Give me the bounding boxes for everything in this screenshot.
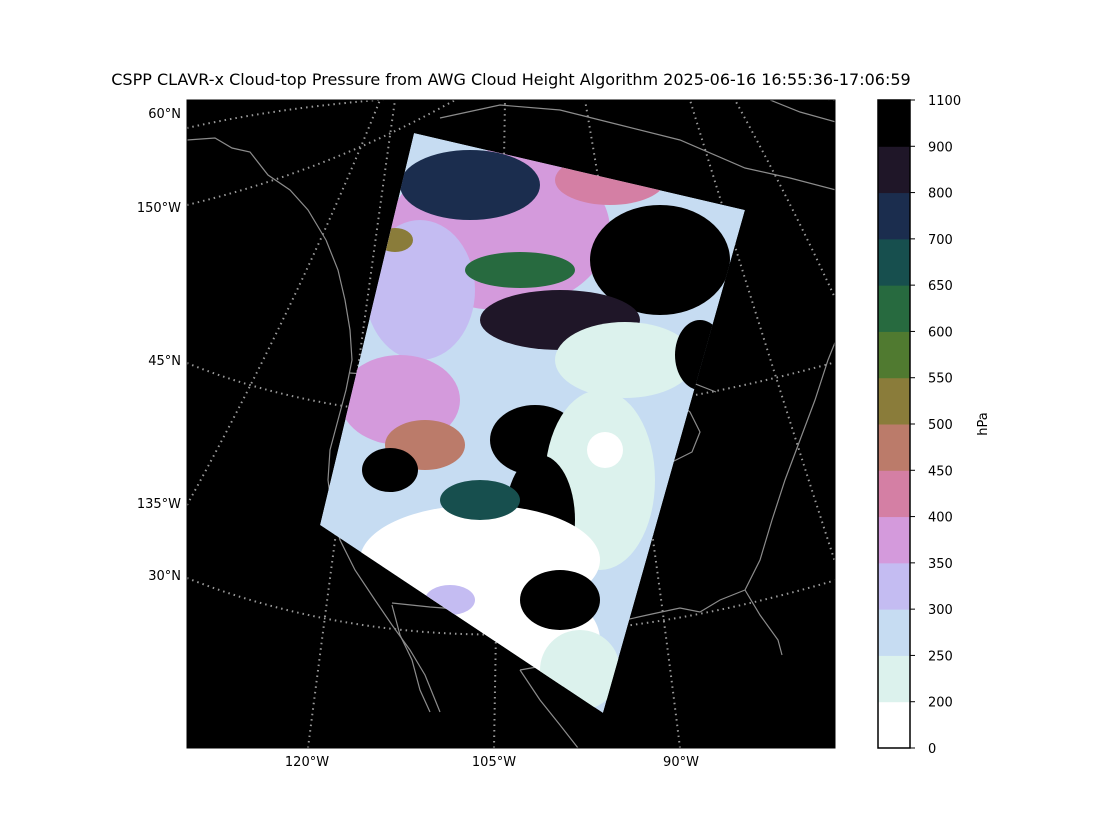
colorbar-tick-label: 0: [928, 742, 936, 757]
cloud-patch: [440, 480, 520, 520]
lat-label-30n: 30°N: [148, 569, 181, 584]
colorbar-tick-label: 800: [928, 187, 953, 202]
cloud-patch: [587, 432, 623, 468]
greenland-edge: [769, 100, 835, 123]
colorbar-tick-label: 900: [928, 140, 953, 155]
colorbar-segment: [878, 238, 910, 286]
colorbar-tick-label: 500: [928, 418, 953, 433]
colorbar-tick-label: 300: [928, 603, 953, 618]
colorbar: 0 200 250 300 350 400 450 500 550 600 650 700 800 900…: [877, 94, 961, 757]
colorbar-tick-label: 550: [928, 372, 953, 387]
colorbar-segment: [878, 100, 910, 147]
colorbar-tick-label: 400: [928, 511, 953, 526]
colorbar-segment: [878, 655, 910, 703]
cloud-patch: [400, 150, 540, 220]
baja-peninsula: [391, 604, 431, 713]
graticule-meridian-120w: [307, 100, 396, 748]
lon-label-150w: 150°W: [137, 201, 181, 216]
colorbar-tick-label: 650: [928, 279, 953, 294]
colorbar-segment: [878, 470, 910, 518]
lat-label-60n: 60°N: [148, 107, 181, 122]
cloud-swath: [320, 133, 745, 713]
cloud-patch: [590, 205, 730, 315]
colorbar-tick-label: 350: [928, 557, 953, 572]
graticule-meridian-60w: [734, 100, 835, 301]
cloud-patch: [362, 448, 418, 492]
colorbar-segment: [878, 377, 910, 425]
colorbar-segment: [878, 285, 910, 332]
lon-label-90w: 90°W: [663, 755, 699, 770]
colorbar-tick-label: 700: [928, 233, 953, 248]
colorbar-tick-label: 600: [928, 325, 953, 340]
map-labels: 60°N 150°W 45°N 135°W 30°N 120°W 105°W 9…: [137, 107, 699, 770]
coastline-east: [744, 340, 835, 591]
colorbar-segment: [878, 424, 910, 471]
cloud-patch: [365, 220, 475, 360]
colorbar-segment: [878, 146, 910, 194]
cloud-patch: [520, 570, 600, 630]
colorbar-tick-label: 450: [928, 464, 953, 479]
cloud-patch: [555, 322, 695, 398]
coastline-west: [325, 239, 441, 713]
coastline-florida: [744, 589, 783, 656]
arctic-coast: [439, 104, 835, 191]
colorbar-segment: [878, 192, 910, 240]
lon-label-105w: 105°W: [472, 755, 516, 770]
plot-title: CSPP CLAVR-x Cloud-top Pressure from AWG…: [111, 70, 910, 89]
map-frame: [186, 99, 836, 749]
map-panel: [186, 99, 836, 749]
cloud-patch: [465, 252, 575, 288]
coastline-alaska: [187, 137, 327, 241]
colorbar-segment: [878, 609, 910, 656]
coastline-mexico-east: [519, 669, 579, 748]
lat-label-45n: 45°N: [148, 354, 181, 369]
colorbar-segment: [878, 331, 910, 379]
graticule-parallel-30n: [187, 577, 835, 636]
colorbar-segment: [878, 701, 910, 749]
colorbar-segment: [878, 516, 910, 564]
graticule-parallel-45n: [187, 361, 835, 418]
lon-label-120w: 120°W: [285, 755, 329, 770]
lon-label-135w: 135°W: [137, 497, 181, 512]
colorbar-tick-label: 250: [928, 649, 953, 664]
colorbar-tick-label: 1100: [928, 94, 961, 109]
colorbar-tick-label: 200: [928, 696, 953, 711]
colorbar-label: hPa: [976, 412, 991, 435]
colorbar-segment: [878, 562, 910, 610]
